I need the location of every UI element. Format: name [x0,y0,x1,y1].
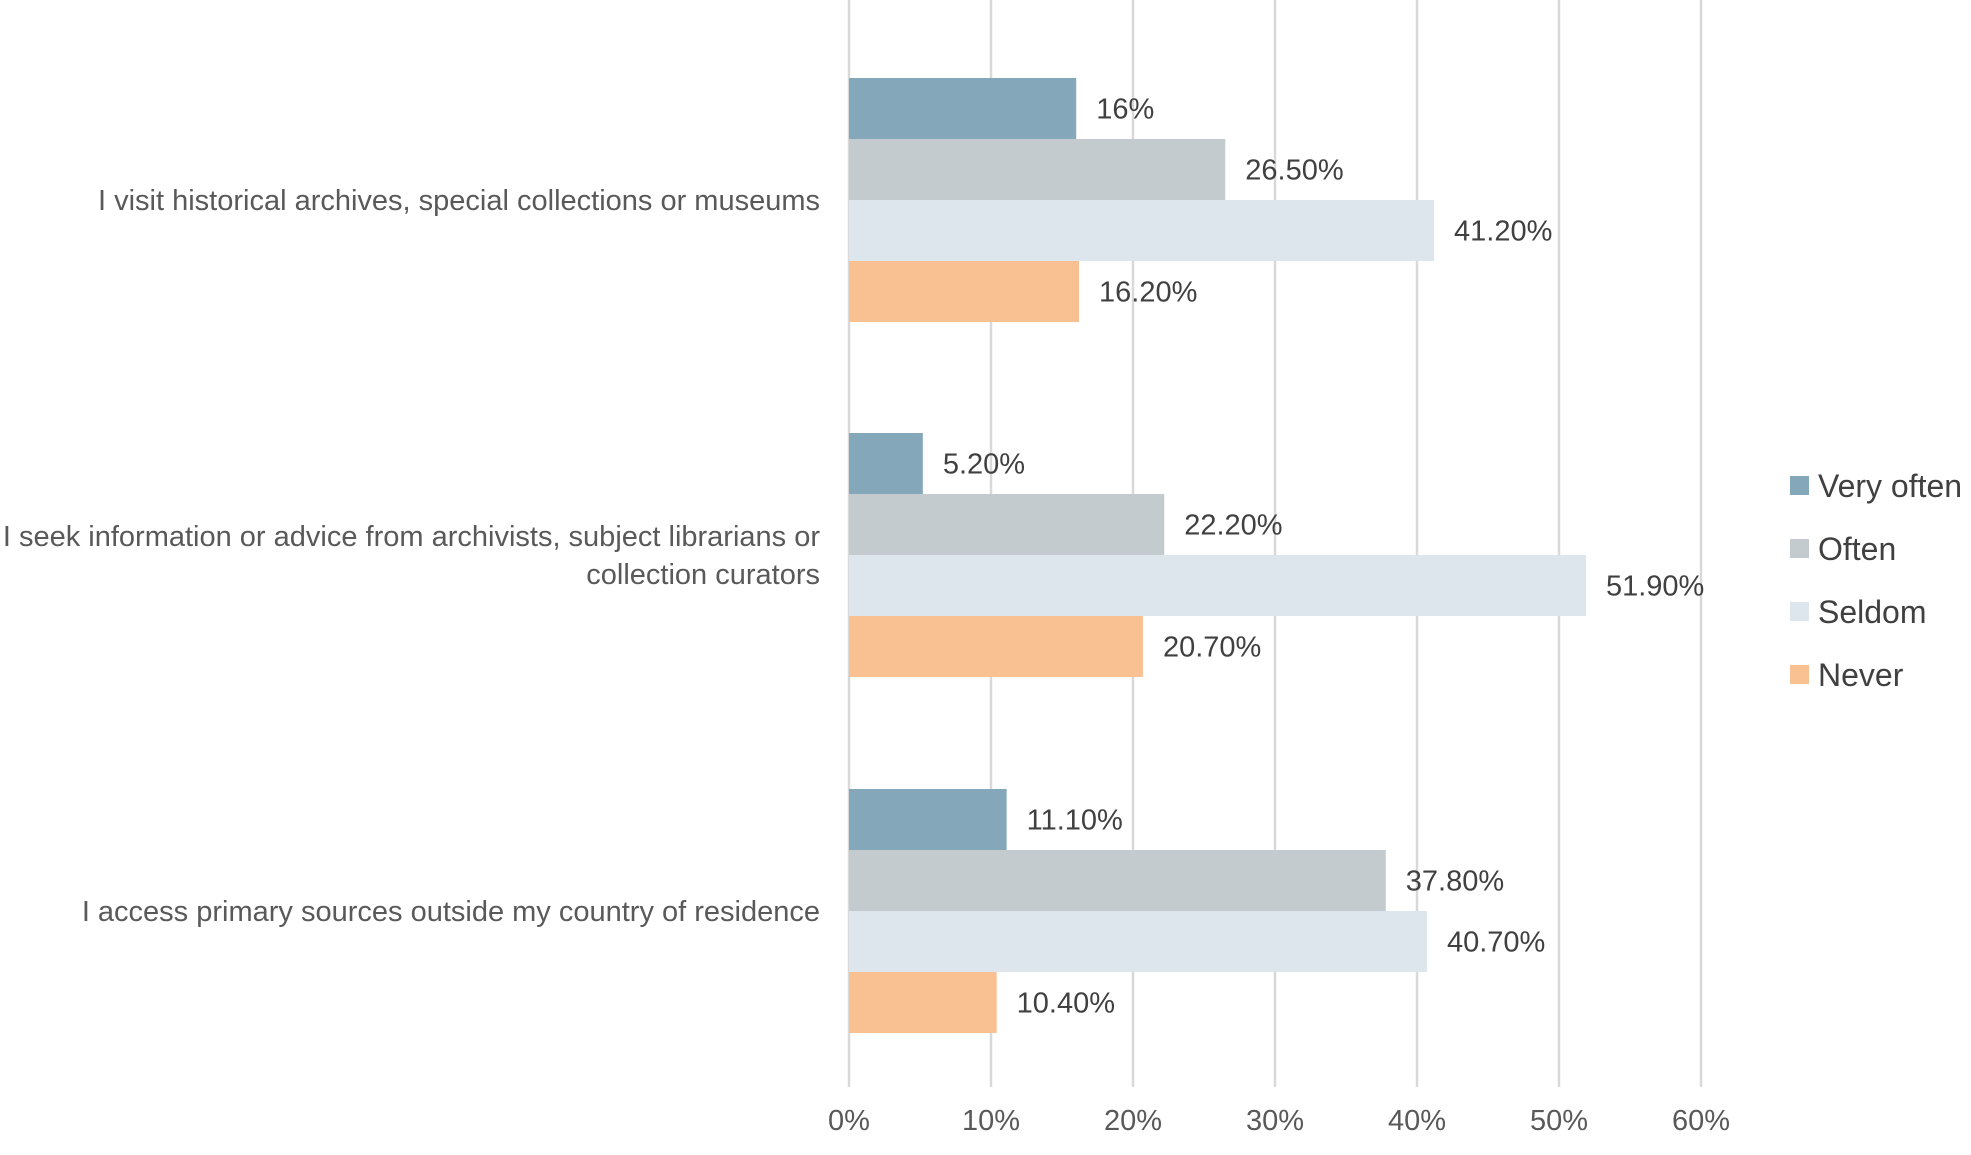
bar-very-often [849,433,923,494]
data-label: 37.80% [1406,866,1504,898]
legend-swatch [1790,539,1809,558]
x-tick-label: 20% [1104,1105,1162,1137]
category-label: I access primary sources outside my coun… [82,896,820,928]
data-label: 51.90% [1606,571,1704,603]
data-label: 41.20% [1454,216,1552,248]
legend-label: Often [1818,531,1896,567]
bar-seldom [849,911,1427,972]
legend-item: Never [1790,657,1904,693]
data-label: 16.20% [1099,277,1197,309]
data-label: 5.20% [943,449,1025,481]
category-labels: I visit historical archives, special col… [3,185,820,928]
x-tick-label: 40% [1388,1105,1446,1137]
legend-swatch [1790,665,1809,684]
legend-label: Very often [1818,468,1962,504]
data-label: 20.70% [1163,632,1261,664]
bar-seldom [849,200,1435,261]
legend-swatch [1790,602,1809,621]
category-label: I seek information or advice from archiv… [3,521,820,591]
data-label: 22.20% [1184,510,1282,542]
x-tick-label: 10% [962,1105,1020,1137]
legend-swatch [1790,476,1809,495]
data-label: 10.40% [1017,988,1115,1020]
legend: Very often Often Seldom Never [1790,468,1962,693]
bar-never [849,261,1080,322]
bar-often [849,139,1226,200]
category-label: I visit historical archives, special col… [98,185,820,217]
bar-seldom [849,555,1586,616]
legend-label: Seldom [1818,594,1927,630]
data-label: 11.10% [1027,805,1123,837]
legend-item: Very often [1790,468,1962,504]
data-label: 26.50% [1245,155,1343,187]
bars [849,78,1586,1033]
bar-often [849,494,1165,555]
bar-often [849,850,1386,911]
x-tick-label: 60% [1672,1105,1730,1137]
bar-very-often [849,78,1077,139]
legend-item: Seldom [1790,594,1927,630]
data-label: 16% [1096,94,1154,126]
x-tick-label: 0% [828,1105,870,1137]
data-labels: 16% 5.20% 11.10% 26.50% 22.20% 37.80% 41.20% 51… [943,94,1704,1020]
legend-item: Often [1790,531,1896,567]
bar-never [849,972,997,1033]
bar-never [849,616,1143,677]
x-tick-label: 30% [1246,1105,1304,1137]
legend-label: Never [1818,657,1904,693]
x-axis-ticks: 0% 10% 20% 30% 40% 50% 60% [828,1105,1730,1137]
x-tick-label: 50% [1530,1105,1588,1137]
bar-very-often [849,789,1007,850]
data-label: 40.70% [1447,927,1545,959]
